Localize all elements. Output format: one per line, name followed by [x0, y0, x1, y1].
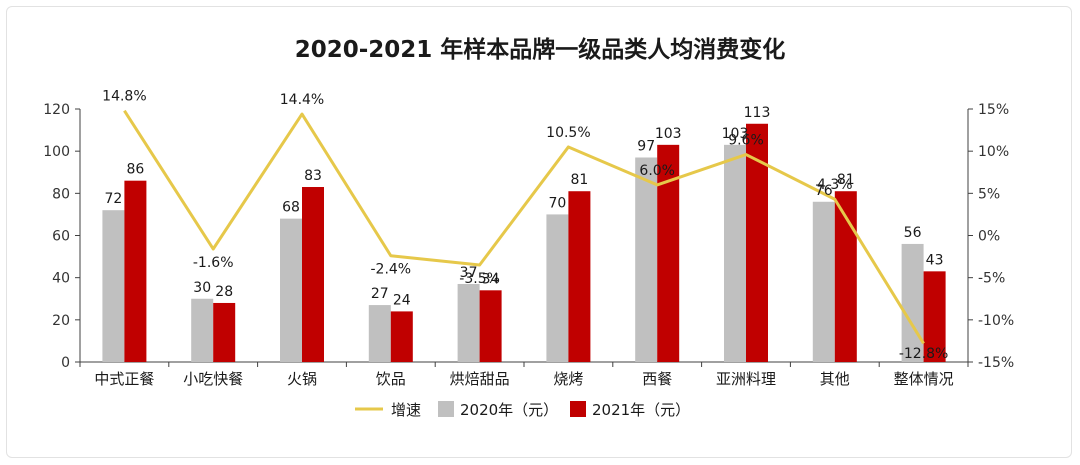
x-tick-label: 烧烤 — [553, 370, 583, 388]
bar-2020 — [635, 157, 658, 362]
bar-2021 — [746, 123, 768, 362]
chart-frame — [6, 6, 1072, 458]
bar-2021-value: 43 — [926, 252, 944, 268]
growth-value: 14.4% — [280, 92, 324, 108]
bar-2020-value: 27 — [371, 286, 389, 302]
bar-2021 — [568, 191, 591, 362]
bar-2021 — [124, 180, 147, 362]
bar-2021-value: 83 — [304, 168, 322, 184]
growth-value: 4.3% — [817, 177, 853, 193]
bar-2020-value: 76 — [815, 183, 833, 199]
bar-2020-value: 56 — [904, 225, 922, 241]
y-left-tick-label: 100 — [43, 144, 70, 160]
y-right-tick-label: -15% — [978, 355, 1014, 371]
bar-2020 — [901, 243, 924, 362]
legend-bar2020-label: 2020年（元） — [460, 401, 558, 419]
y-right-tick-label: -10% — [978, 313, 1014, 329]
y-right-tick-label: 5% — [978, 186, 1000, 202]
bar-2021 — [923, 271, 946, 362]
chart-title: 2020-2021 年样本品牌一级品类人均消费变化 — [295, 36, 786, 63]
bar-2020 — [368, 305, 391, 362]
bar-2021-value: 24 — [393, 292, 411, 308]
growth-value: 10.5% — [546, 125, 590, 141]
bar-2020-value: 103 — [722, 126, 749, 142]
bar-2020 — [102, 210, 125, 362]
bars — [102, 123, 946, 362]
x-tick-label: 西餐 — [642, 370, 672, 388]
legend-bar2021-label: 2021年（元） — [592, 401, 690, 419]
bar-2020 — [546, 214, 569, 362]
bar-2020 — [191, 298, 214, 362]
growth-line — [123, 109, 925, 345]
growth-value: 9.6% — [728, 133, 764, 149]
y-left-tick-label: 60 — [52, 229, 70, 245]
legend-bar2020-swatch — [438, 401, 454, 417]
bar-2020-value: 97 — [637, 138, 655, 154]
growth-value: -2.4% — [370, 262, 411, 278]
legend-bar2021-swatch — [570, 401, 586, 417]
x-tick-label: 小吃快餐 — [183, 370, 243, 388]
bar-2021-value: 34 — [482, 271, 500, 287]
bar-2020 — [724, 144, 746, 362]
axes: 0 20 40 60 80 100 120 -15% -10% -5% 0% 5% 10% 15% 中式正餐… — [43, 102, 1014, 388]
legend: 增速 2020年（元） 2021年（元） — [355, 401, 690, 419]
x-tick-label: 饮品 — [376, 370, 406, 388]
bar-2021 — [834, 191, 857, 362]
bar-2021 — [213, 302, 236, 362]
growth-value: 6.0% — [639, 163, 675, 179]
x-tick-label: 中式正餐 — [94, 370, 154, 388]
x-tick-label: 其他 — [820, 370, 850, 388]
growth-value: -12.8% — [899, 346, 949, 362]
bar-2021 — [657, 144, 680, 362]
bar-2020-value: 30 — [193, 280, 211, 296]
bar-2021-value: 113 — [744, 105, 771, 121]
y-right-tick-label: 0% — [978, 229, 1000, 245]
bar-2020 — [812, 201, 835, 362]
growth-value: -3.5% — [459, 271, 500, 287]
bar-2020-value: 68 — [282, 200, 300, 216]
legend-line-label: 增速 — [391, 401, 421, 419]
y-left-tick-label: 80 — [52, 186, 70, 202]
bar-2021 — [302, 187, 324, 362]
y-right-tick-label: -5% — [978, 271, 1005, 287]
bar-2020-value: 72 — [104, 191, 122, 207]
x-tick-label: 整体情况 — [894, 370, 954, 388]
y-left-tick-label: 0 — [61, 355, 70, 371]
y-left-tick-label: 40 — [52, 271, 70, 287]
bar-2021 — [390, 311, 413, 362]
y-right-tick-label: 10% — [978, 144, 1009, 160]
y-right-tick-label: 15% — [978, 102, 1009, 118]
y-left-tick-label: 120 — [43, 102, 70, 118]
y-left-tick-label: 20 — [52, 313, 70, 329]
growth-value: 14.8% — [102, 89, 146, 105]
bar-2021-value: 81 — [570, 172, 588, 188]
bar-2020-value: 37 — [460, 265, 478, 281]
bar-2021-value: 81 — [837, 172, 855, 188]
x-tick-label: 亚洲料理 — [716, 370, 776, 388]
bar-2021-value: 28 — [215, 284, 233, 300]
bar-2020 — [457, 283, 480, 362]
bar-2020-value: 70 — [548, 195, 566, 211]
growth-value: -1.6% — [193, 255, 234, 271]
bar-2021-value: 103 — [655, 126, 682, 142]
bar-2020 — [280, 218, 302, 362]
growth-line-path — [123, 109, 925, 345]
x-tick-label: 烘焙甜品 — [450, 370, 510, 388]
x-tick-label: 火锅 — [287, 370, 317, 388]
bar-2021 — [479, 290, 502, 362]
bar-2021-value: 86 — [126, 162, 144, 178]
